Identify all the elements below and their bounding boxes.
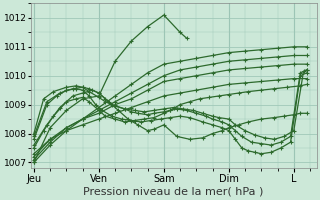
X-axis label: Pression niveau de la mer( hPa ): Pression niveau de la mer( hPa ) <box>84 187 264 197</box>
